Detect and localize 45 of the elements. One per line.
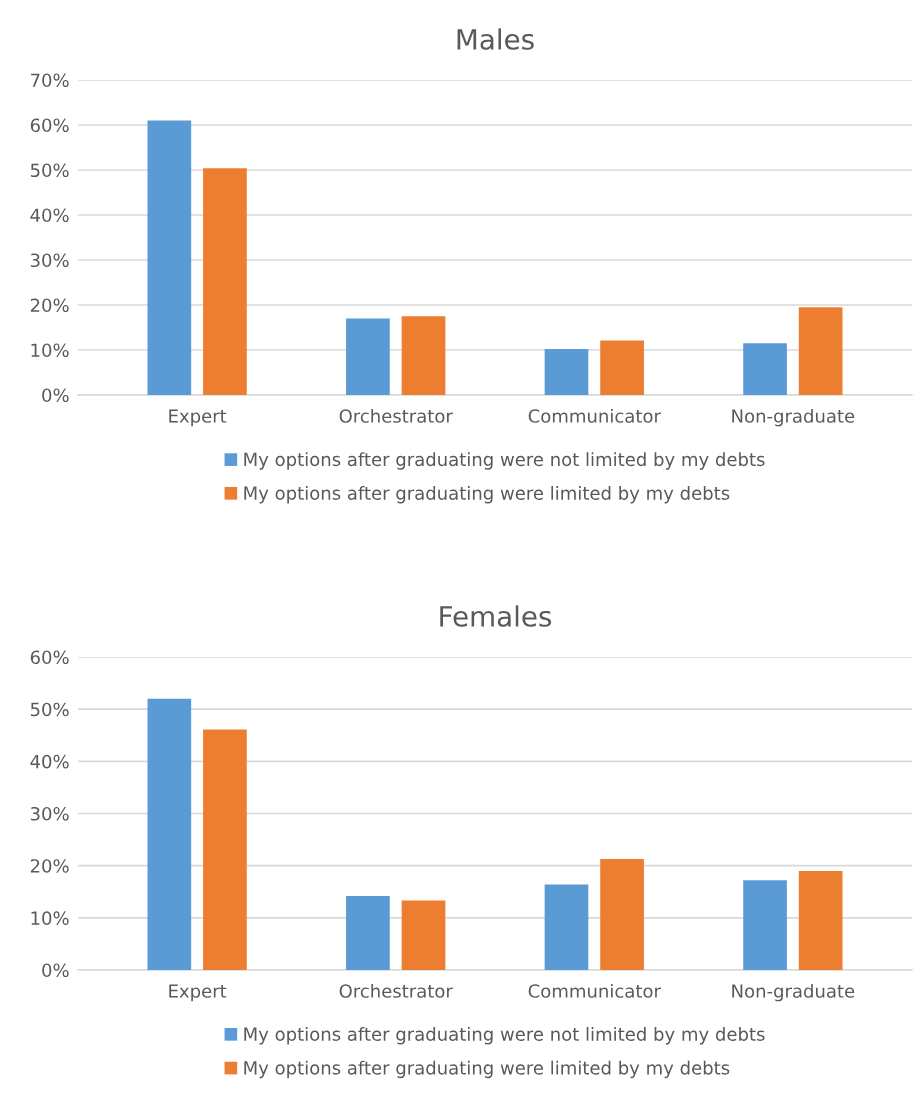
y-tick-label: 70%: [31, 73, 69, 88]
y-tick-label: 30%: [30, 806, 69, 821]
y-tick-label: 0%: [42, 963, 69, 978]
x-tick-label: Non-graduate: [732, 983, 855, 1002]
y-tick-label: 40%: [30, 754, 69, 769]
bar: [346, 895, 390, 970]
bar: [401, 316, 446, 395]
x-tick-label: Expert: [169, 409, 227, 427]
chart-title: Males: [457, 28, 534, 50]
x-tick-label: Orchestrator: [339, 983, 453, 998]
bar: [203, 729, 247, 970]
y-tick-label: 10%: [31, 343, 69, 358]
bar: [147, 698, 192, 970]
x-tick-label: Expert: [169, 984, 227, 1002]
y-tick-label: 10%: [31, 911, 69, 925]
bar: [600, 340, 644, 395]
bar: [798, 870, 843, 970]
y-tick-label: 60%: [30, 118, 69, 133]
bar: [346, 318, 390, 395]
x-tick-label: Communicator: [528, 408, 661, 423]
bar: [798, 307, 843, 395]
chart-title: Females: [440, 605, 552, 627]
bar: [544, 349, 589, 395]
y-tick-label: 60%: [30, 650, 69, 665]
x-tick-label: Orchestrator: [339, 408, 453, 423]
bar: [600, 858, 644, 970]
bar: [743, 880, 787, 970]
x-tick-label: Non-graduate: [732, 408, 855, 427]
y-tick-label: 40%: [30, 208, 69, 223]
y-tick-label: 50%: [30, 702, 69, 717]
bar: [401, 900, 446, 970]
y-tick-label: 20%: [30, 859, 69, 873]
bar: [743, 343, 787, 395]
y-tick-label: 0%: [42, 388, 69, 403]
y-tick-label: 50%: [30, 163, 69, 178]
y-tick-label: 30%: [30, 253, 69, 268]
legend-label: My options after graduating were limited by my debts: [244, 485, 730, 504]
legend-label: My options after graduating were not limited by my debts: [244, 452, 765, 470]
legend-label: My options after graduating were not limited by my debts: [244, 1026, 765, 1045]
bar: [544, 884, 589, 970]
bar: [203, 168, 247, 395]
bar: [147, 120, 192, 395]
y-tick-label: 20%: [30, 298, 69, 313]
legend-label: My options after graduating were limited by my debts: [244, 1060, 730, 1079]
x-tick-label: Communicator: [528, 983, 661, 998]
